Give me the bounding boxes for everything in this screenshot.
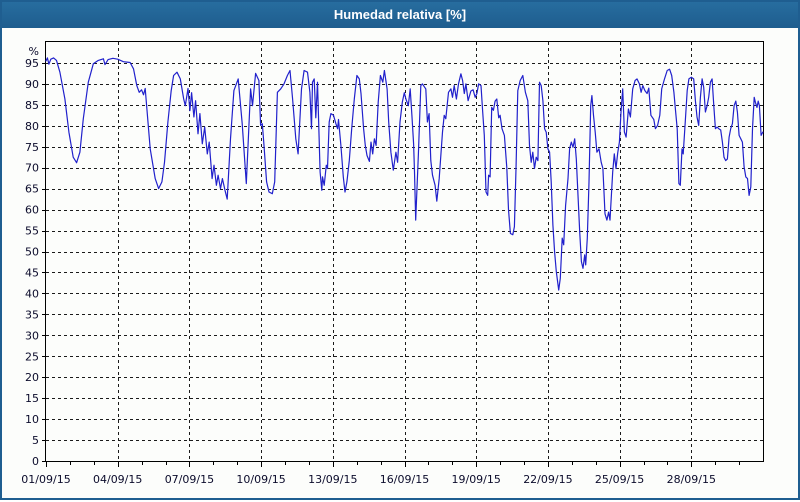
y-tick-label: 85 (25, 99, 39, 112)
x-tick-label: 25/09/15 (595, 473, 644, 486)
y-tick-label: 70 (25, 162, 39, 175)
x-tick-label: 28/09/15 (667, 473, 716, 486)
y-tick-label: 55 (25, 225, 39, 238)
x-tick-label: 01/09/15 (21, 473, 70, 486)
x-tick-label: 10/09/15 (236, 473, 285, 486)
y-tick-label: 5 (32, 434, 39, 447)
plot-border (45, 41, 764, 462)
x-tick-label: 13/09/15 (308, 473, 357, 486)
y-tick-label: 90 (25, 78, 39, 91)
chart-title: Humedad relativa [%] (333, 7, 467, 22)
chart-titlebar: Humedad relativa [%] (2, 2, 798, 28)
y-tick-label: 60 (25, 204, 39, 217)
y-tick-label: 45 (25, 266, 39, 279)
y-tick-label: 75 (25, 141, 39, 154)
y-tick-label: 0 (32, 455, 39, 468)
y-tick-label: 20 (25, 371, 39, 384)
y-tick-label: 40 (25, 287, 39, 300)
y-tick-label: 35 (25, 308, 39, 321)
y-tick-label: 95 (25, 57, 39, 70)
y-tick-label: 25 (25, 350, 39, 363)
x-tick-label: 04/09/15 (93, 473, 142, 486)
y-tick-label: 65 (25, 183, 39, 196)
y-tick-label: 80 (25, 120, 39, 133)
y-tick-label: 10 (25, 413, 39, 426)
x-tick-label: 19/09/15 (451, 473, 500, 486)
humidity-series-line (45, 57, 764, 291)
y-tick-label: 15 (25, 392, 39, 405)
x-tick-label: 07/09/15 (165, 473, 214, 486)
x-tick-label: 16/09/15 (380, 473, 429, 486)
x-tick-label: 22/09/15 (523, 473, 572, 486)
y-tick-label: 50 (25, 246, 39, 259)
y-axis-unit-label: % (29, 45, 39, 58)
y-tick-label: 30 (25, 329, 39, 342)
